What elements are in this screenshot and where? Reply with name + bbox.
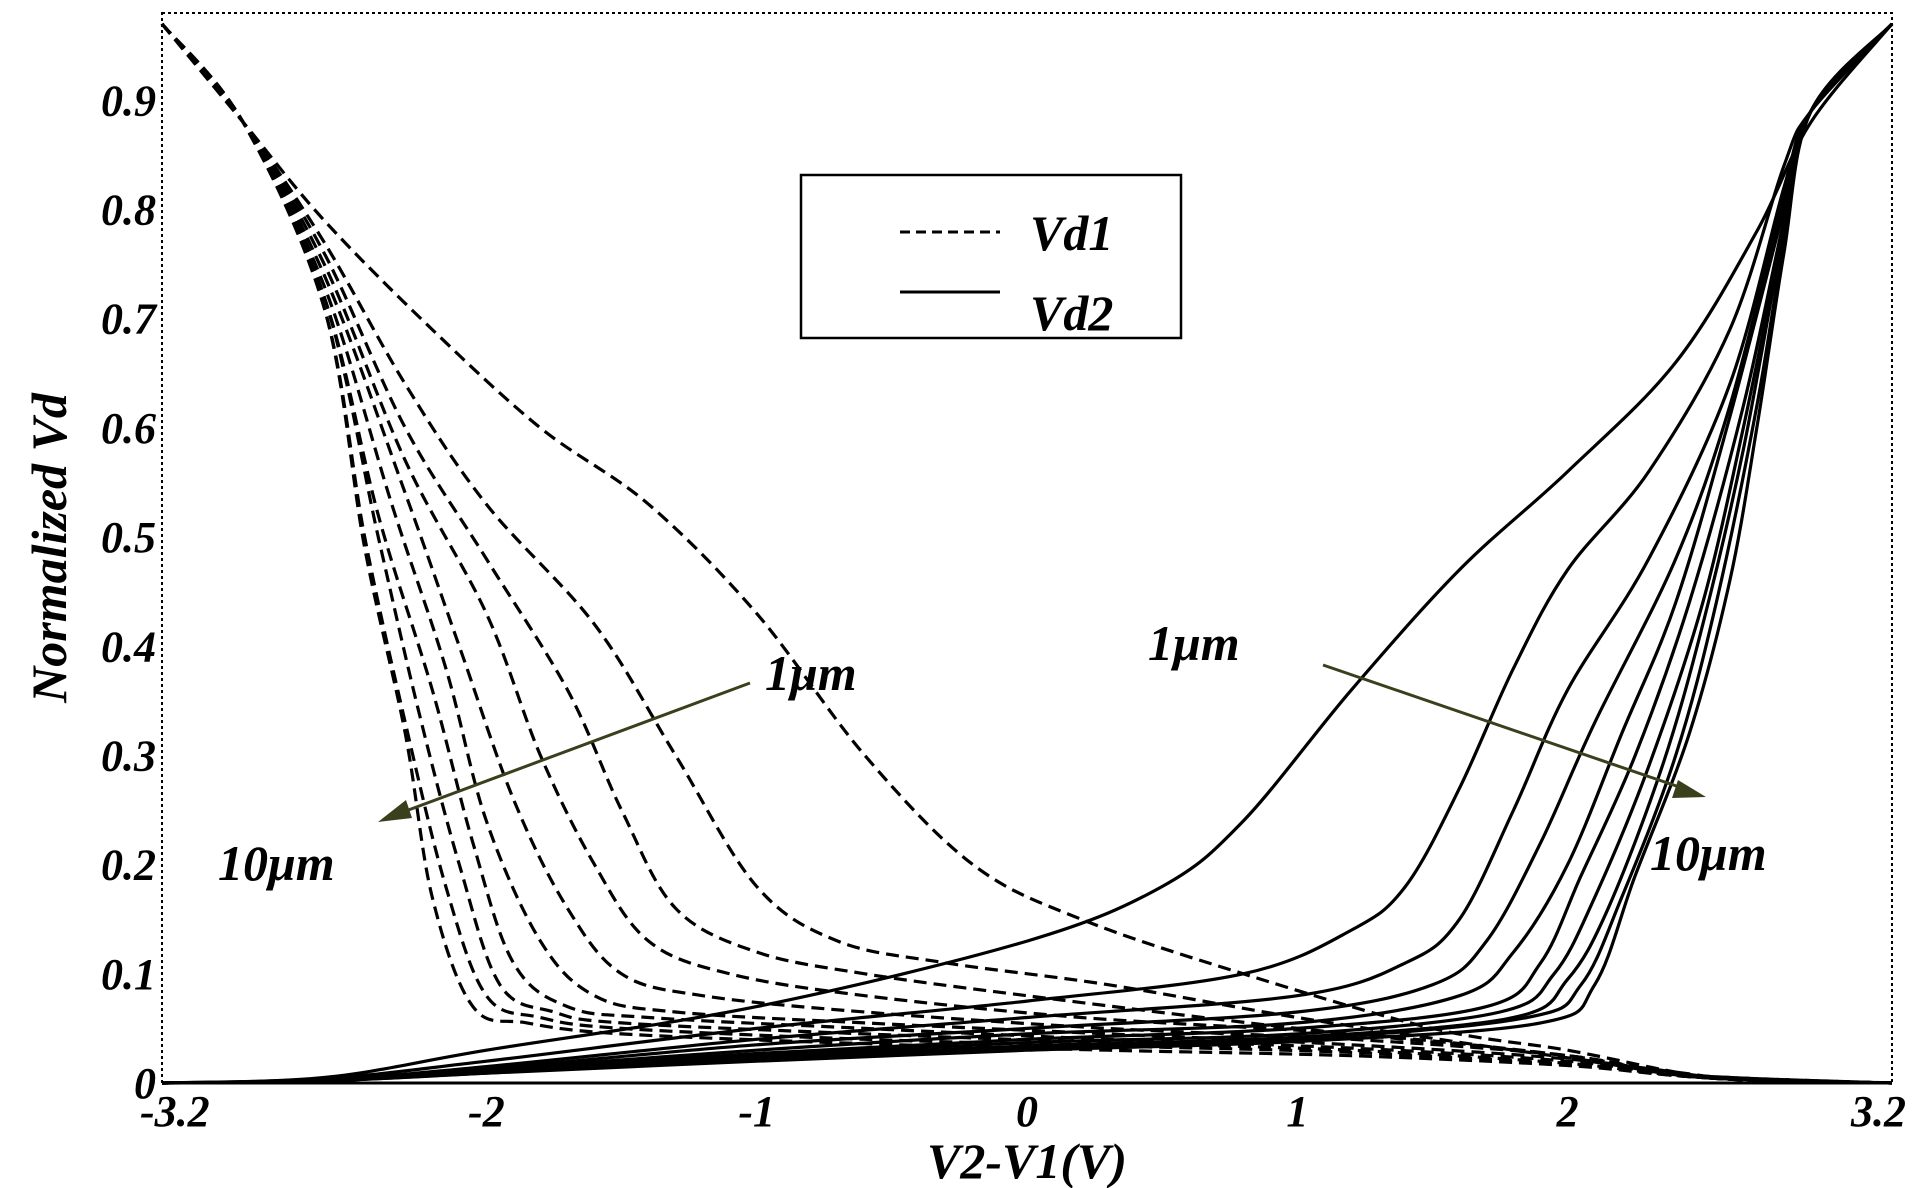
ticks-layer: -3.2 -2 -1 0 1 2 3.2 0 0.1 0.2 0.3 0.4 0.5 0.6 0.7 0.8 0… (101, 76, 1906, 1136)
y-tick-label: 0.2 (101, 841, 156, 890)
y-tick-label: 0.6 (101, 404, 156, 453)
vd1-annotation-end: 10μm (218, 835, 335, 891)
legend: Vd1 Vd2 (799, 173, 1183, 341)
x-tick-label: 3.2 (1850, 1087, 1906, 1136)
legend-label-vd2: Vd2 (1030, 285, 1113, 341)
series-line-vd2-13 (161, 22, 1894, 1085)
vd2-arrow-head (1672, 780, 1706, 798)
series-line-vd1-1 (160, 22, 1893, 1085)
x-tick-label: 1 (1286, 1087, 1308, 1136)
series-line-vd2-14 (161, 22, 1894, 1085)
y-tick-label: 0.9 (101, 76, 156, 125)
x-tick-label: 2 (1556, 1087, 1579, 1136)
x-tick-label: -2 (468, 1087, 505, 1136)
x-axis-label: V2-V1(V) (927, 1133, 1127, 1188)
series-line-vd2-20 (161, 22, 1894, 1085)
legend-box (799, 173, 1183, 340)
series-layer (160, 22, 1894, 1085)
x-tick-label: -3.2 (140, 1087, 210, 1136)
x-tick-label: -1 (738, 1087, 775, 1136)
series-line-vd2-12 (161, 22, 1894, 1085)
vd2-trend-arrow (1322, 663, 1689, 792)
series-line-vd1-10 (160, 22, 1893, 1085)
y-tick-label: 0.1 (101, 950, 156, 999)
y-tick-label: 0.3 (101, 731, 156, 780)
vd2-annotation-end: 10μm (1650, 825, 1767, 881)
legend-label-vd1: Vd1 (1030, 205, 1113, 261)
vd1-trend-arrow (394, 681, 751, 817)
vd1-annotation-start: 1μm (765, 645, 857, 701)
annotations: 1μm 10μm 1μm 10μm (218, 615, 1767, 891)
y-tick-label: 0 (134, 1059, 156, 1108)
x-tick-label: 0 (1016, 1087, 1038, 1136)
vd1-arrow-head (378, 800, 412, 822)
y-axis-label: Normalized Vd (21, 392, 77, 704)
vd2-annotation-start: 1μm (1148, 615, 1240, 671)
y-tick-label: 0.4 (101, 622, 156, 671)
series-line-vd2-11 (161, 22, 1894, 1085)
series-line-vd1-5 (160, 22, 1893, 1085)
y-tick-label: 0.7 (101, 295, 158, 344)
y-tick-label: 0.8 (101, 186, 156, 235)
plot-frame (161, 12, 1893, 1084)
y-tick-label: 0.5 (101, 513, 156, 562)
